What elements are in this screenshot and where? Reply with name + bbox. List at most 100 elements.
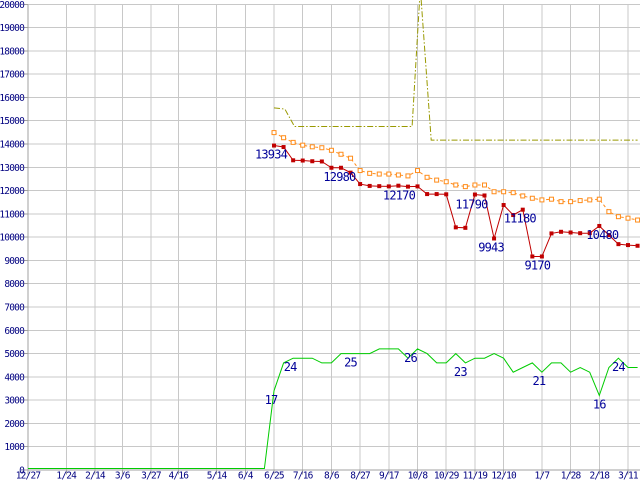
point-label: 24 bbox=[284, 360, 297, 374]
red-marker bbox=[434, 192, 439, 197]
orange-marker bbox=[338, 151, 344, 157]
orange-marker bbox=[635, 217, 640, 223]
orange-marker bbox=[587, 197, 593, 203]
point-label: 26 bbox=[404, 351, 417, 365]
x-tick-label: 10/8 bbox=[408, 471, 429, 480]
orange-marker bbox=[577, 198, 583, 204]
x-tick-label: 1/28 bbox=[561, 471, 582, 480]
red-marker bbox=[453, 225, 458, 230]
red-marker bbox=[281, 145, 286, 150]
orange-marker bbox=[539, 197, 545, 203]
y-tick-label: 15000 bbox=[0, 116, 25, 127]
red-marker bbox=[425, 192, 430, 197]
orange-marker bbox=[558, 199, 564, 205]
red-marker bbox=[367, 183, 372, 188]
y-tick-label: 6000 bbox=[4, 326, 25, 337]
x-tick-label: 2/18 bbox=[589, 471, 610, 480]
orange-marker bbox=[415, 168, 421, 174]
red-marker bbox=[348, 170, 353, 175]
y-tick-label: 10000 bbox=[0, 233, 25, 244]
y-tick-label: 2000 bbox=[4, 419, 25, 430]
x-tick-label: 3/6 bbox=[115, 471, 131, 480]
red-marker bbox=[511, 213, 516, 218]
red-marker bbox=[482, 193, 487, 198]
x-tick-label: 3/27 bbox=[141, 471, 161, 480]
orange-marker bbox=[501, 189, 507, 195]
x-tick-label: 11/19 bbox=[463, 471, 489, 480]
orange-marker bbox=[319, 145, 325, 151]
red-marker bbox=[606, 233, 611, 238]
x-tick-label: 12/10 bbox=[491, 471, 517, 480]
y-tick-label: 8000 bbox=[4, 279, 25, 290]
x-tick-label: 9/17 bbox=[379, 471, 399, 480]
red-marker bbox=[530, 254, 535, 259]
orange-marker bbox=[529, 195, 535, 201]
red-marker bbox=[405, 184, 410, 189]
red-marker bbox=[291, 158, 296, 163]
red-marker bbox=[539, 254, 544, 259]
red-marker bbox=[338, 165, 343, 170]
point-label: 17 bbox=[265, 393, 278, 407]
red-marker bbox=[396, 183, 401, 188]
orange-marker bbox=[472, 182, 478, 188]
orange-marker bbox=[510, 190, 516, 196]
orange-marker bbox=[405, 173, 411, 179]
red-marker bbox=[472, 192, 477, 197]
orange-marker bbox=[625, 215, 631, 221]
orange-marker bbox=[596, 196, 602, 202]
red-marker bbox=[635, 243, 640, 248]
orange-marker bbox=[520, 193, 526, 199]
point-label: 9943 bbox=[478, 240, 504, 254]
orange-marker bbox=[386, 171, 392, 177]
point-label: 9170 bbox=[524, 258, 550, 272]
point-label: 24 bbox=[612, 360, 625, 374]
red-marker bbox=[492, 236, 497, 241]
point-label: 11180 bbox=[504, 212, 537, 226]
x-tick-label: 7/16 bbox=[293, 471, 314, 480]
orange-marker bbox=[491, 189, 497, 195]
red-marker bbox=[272, 143, 277, 148]
x-tick-label: 1/24 bbox=[56, 471, 77, 480]
red-marker bbox=[300, 158, 305, 163]
x-tick-label: 2/14 bbox=[85, 471, 106, 480]
point-label: 16 bbox=[593, 397, 606, 411]
y-tick-label: 19000 bbox=[0, 23, 25, 34]
y-tick-label: 18000 bbox=[0, 46, 25, 57]
point-label: 13934 bbox=[255, 148, 288, 162]
x-tick-label: 1/7 bbox=[535, 471, 550, 480]
orange-marker bbox=[376, 171, 382, 177]
orange-marker bbox=[568, 199, 574, 205]
x-tick-label: 8/6 bbox=[324, 471, 340, 480]
x-tick-label: 12/27 bbox=[16, 471, 41, 480]
orange-marker bbox=[271, 130, 277, 136]
point-label: 10480 bbox=[586, 228, 619, 242]
red-marker bbox=[377, 184, 382, 189]
x-tick-label: 10/29 bbox=[434, 471, 460, 480]
point-label: 23 bbox=[454, 365, 467, 379]
y-tick-label: 0 bbox=[19, 466, 25, 477]
red-marker bbox=[444, 192, 449, 197]
x-tick-label: 3/11 bbox=[618, 471, 639, 480]
point-label: 11790 bbox=[455, 197, 488, 211]
orange-marker bbox=[443, 179, 449, 185]
orange-marker bbox=[348, 155, 354, 161]
orange-marker bbox=[281, 135, 287, 141]
orange-marker bbox=[606, 209, 612, 215]
orange-marker bbox=[309, 144, 315, 150]
point-label: 12980 bbox=[323, 170, 356, 184]
red-marker bbox=[319, 159, 324, 164]
x-tick-label: 6/25 bbox=[264, 471, 284, 480]
orange-marker bbox=[424, 174, 430, 180]
y-tick-label: 9000 bbox=[4, 256, 25, 267]
point-label: 12170 bbox=[383, 189, 416, 203]
y-tick-label: 1000 bbox=[4, 442, 25, 453]
orange-marker bbox=[615, 214, 621, 220]
y-tick-label: 13000 bbox=[0, 163, 25, 174]
x-tick-label: 8/27 bbox=[350, 471, 370, 480]
red-marker bbox=[616, 242, 621, 247]
orange-marker bbox=[434, 177, 440, 183]
red-marker bbox=[358, 182, 363, 187]
orange-marker bbox=[367, 170, 373, 176]
y-tick-label: 16000 bbox=[0, 93, 25, 104]
